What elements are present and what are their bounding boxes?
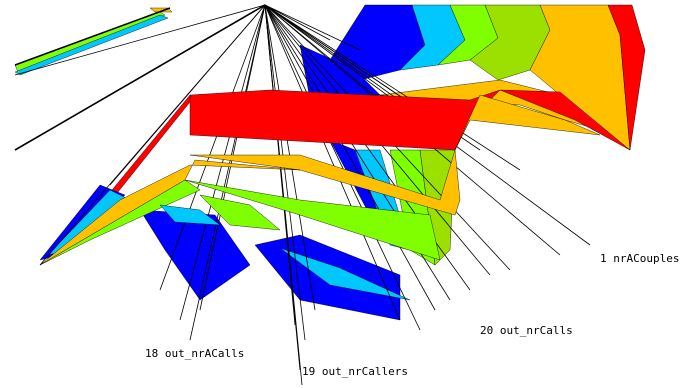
glyph-orange-arm (454, 94, 601, 151)
axis-spoke-10 (264, 4, 303, 386)
glyph-orange-band (189, 149, 461, 216)
glyph-cyan-low (159, 204, 221, 226)
axis-spoke-26 (264, 4, 381, 101)
background-polygons (14, 4, 646, 321)
glyph-red-tail (499, 89, 631, 151)
axis-spoke-4 (159, 4, 266, 291)
glyph-green-left (39, 179, 201, 266)
axis-label-out-nracalls: 18 out_nrACalls (145, 347, 244, 360)
foreground-polygons (39, 89, 631, 266)
glyph-green-band (184, 179, 441, 261)
band-cyan-bottom (279, 247, 411, 301)
axis-label-nracouples: 1 nrACouples (600, 252, 679, 265)
band-red-top (607, 4, 646, 151)
axis-spoke-14 (264, 4, 421, 331)
axis-spoke-upper-left (14, 7, 171, 66)
axis-spoke-28 (264, 4, 331, 41)
axis-spoke-22 (264, 4, 521, 171)
axis-spoke-6 (189, 4, 266, 341)
axis-spoke-11 (264, 4, 306, 341)
axis-labels: 1 nrACouples 20 out_nrCalls 19 out_nrCal… (145, 252, 679, 378)
axis-label-out-nrcalls: 20 out_nrCalls (480, 324, 573, 337)
glyph-red-main (189, 89, 501, 151)
glyph-red-left (111, 94, 191, 193)
axis-spoke-1 (14, 4, 266, 151)
axis-spoke-0 (14, 4, 266, 76)
axis-label-out-nrcallers: 19 out_nrCallers (302, 365, 408, 378)
axis-spoke-3 (39, 4, 266, 266)
axis-spoke-27 (264, 4, 361, 51)
strip-cyan-upper-left (14, 14, 169, 76)
axis-spoke-13 (264, 4, 401, 321)
glyph-green-low (199, 194, 281, 231)
axis-spoke-15 (264, 4, 436, 311)
